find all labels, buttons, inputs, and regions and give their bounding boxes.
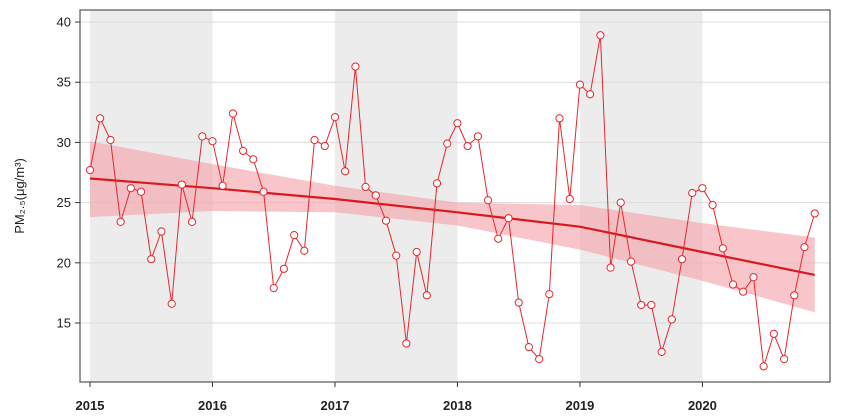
data-point bbox=[637, 300, 646, 310]
data-point bbox=[269, 283, 278, 293]
data-point bbox=[698, 184, 707, 193]
data-point bbox=[126, 184, 135, 193]
ci-band bbox=[90, 141, 815, 313]
x-tick-label: 2019 bbox=[565, 398, 594, 413]
data-point bbox=[718, 244, 727, 253]
data-point bbox=[341, 167, 350, 176]
x-tick-label: 2018 bbox=[443, 398, 472, 413]
data-point bbox=[790, 291, 799, 300]
x-axis: 2015 2016 2017 2018 2019 2020 bbox=[76, 382, 717, 413]
data-point bbox=[524, 342, 533, 352]
data-point bbox=[535, 355, 544, 364]
data-point bbox=[106, 135, 115, 145]
data-point bbox=[575, 80, 585, 89]
data-point bbox=[198, 132, 207, 141]
data-point bbox=[555, 114, 564, 123]
data-point bbox=[300, 246, 309, 255]
data-point bbox=[677, 255, 687, 264]
data-point bbox=[402, 339, 411, 348]
confidence-band bbox=[90, 141, 815, 313]
data-point bbox=[749, 273, 758, 282]
data-point bbox=[443, 139, 452, 148]
data-point bbox=[228, 109, 238, 118]
data-point bbox=[218, 181, 227, 190]
x-tick-label: 2020 bbox=[688, 398, 717, 413]
data-point bbox=[688, 188, 697, 198]
data-point bbox=[565, 194, 574, 204]
series-points bbox=[85, 31, 819, 371]
data-point bbox=[810, 209, 819, 218]
data-point bbox=[85, 166, 95, 175]
data-point bbox=[800, 243, 809, 252]
data-point bbox=[249, 155, 258, 164]
y-tick-label: 30 bbox=[57, 135, 71, 150]
data-point bbox=[626, 257, 636, 266]
y-tick-label: 15 bbox=[57, 316, 71, 331]
data-point bbox=[647, 300, 656, 310]
data-point bbox=[136, 187, 146, 196]
data-point bbox=[96, 114, 105, 123]
data-point bbox=[310, 135, 319, 145]
data-point bbox=[596, 31, 605, 40]
y-axis: 15 20 25 30 35 40 bbox=[57, 15, 80, 331]
data-point bbox=[606, 263, 615, 272]
data-point bbox=[585, 90, 595, 99]
data-point bbox=[769, 329, 778, 338]
data-point bbox=[545, 290, 554, 299]
data-point bbox=[177, 180, 186, 189]
data-point bbox=[259, 187, 268, 196]
y-tick-label: 20 bbox=[57, 255, 71, 270]
plot-frame bbox=[79, 9, 831, 383]
year-band bbox=[579, 10, 703, 382]
data-point bbox=[483, 196, 493, 205]
data-point bbox=[381, 216, 391, 225]
data-point bbox=[371, 191, 380, 200]
data-point bbox=[453, 119, 462, 128]
data-point bbox=[392, 251, 401, 260]
data-point bbox=[320, 141, 329, 151]
data-point bbox=[739, 287, 748, 296]
data-point bbox=[708, 200, 717, 210]
data-point bbox=[494, 234, 503, 243]
data-point bbox=[514, 298, 523, 307]
data-point bbox=[157, 227, 166, 236]
data-point bbox=[667, 315, 676, 324]
y-tick-label: 25 bbox=[57, 195, 71, 210]
data-point bbox=[780, 355, 789, 364]
data-point bbox=[473, 132, 483, 141]
data-point bbox=[616, 198, 625, 207]
x-tick-label: 2016 bbox=[198, 398, 227, 413]
data-point bbox=[422, 291, 431, 300]
data-point bbox=[728, 280, 738, 289]
trend-polyline bbox=[89, 177, 815, 276]
data-point bbox=[279, 264, 288, 273]
data-point bbox=[208, 137, 217, 146]
y-tick-label: 40 bbox=[57, 15, 71, 30]
data-point bbox=[147, 255, 156, 264]
data-point bbox=[463, 141, 472, 151]
data-point bbox=[351, 62, 360, 71]
data-point bbox=[187, 217, 197, 226]
data-point bbox=[290, 231, 299, 240]
data-point bbox=[361, 182, 370, 192]
data-point bbox=[759, 362, 768, 371]
data-point bbox=[432, 179, 442, 188]
trend-line bbox=[89, 177, 815, 276]
data-point bbox=[504, 214, 513, 223]
y-axis-label: PM₂.₅(μg/m³) bbox=[12, 158, 27, 234]
x-tick-label: 2017 bbox=[321, 398, 350, 413]
data-point bbox=[116, 217, 125, 226]
data-point bbox=[239, 146, 248, 155]
data-point bbox=[657, 347, 666, 357]
data-point bbox=[167, 299, 176, 308]
data-point bbox=[412, 247, 421, 257]
y-tick-label: 35 bbox=[57, 75, 71, 90]
x-tick-label: 2015 bbox=[76, 398, 105, 413]
data-point bbox=[330, 113, 340, 122]
